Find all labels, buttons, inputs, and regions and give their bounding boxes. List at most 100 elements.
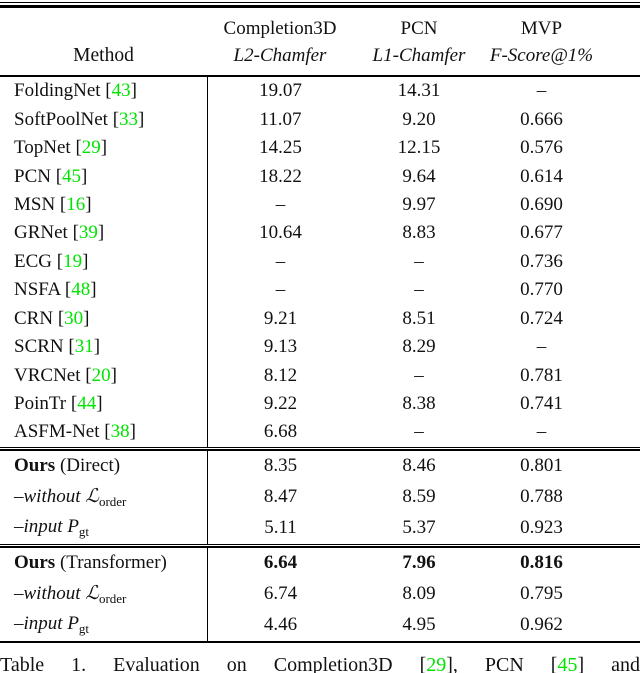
text-run: MSN [	[14, 193, 67, 215]
table-row: –input Pgt 4.46 4.95 0.962	[0, 609, 640, 641]
table-row: CRN [30] 9.21 8.51 0.724	[0, 304, 640, 333]
table-section-baselines: FoldingNet [43] 19.07 14.31– SoftPoolNet [3…	[0, 77, 640, 447]
table-row: ECG [19] – –0.736	[0, 247, 640, 277]
citation-link[interactable]: 31	[74, 336, 94, 358]
citation-link[interactable]: 39	[78, 222, 98, 244]
value-cell: 8.46	[402, 455, 436, 477]
method-cell: PoinTr [44]	[0, 393, 207, 415]
value-cell: 0.677	[520, 222, 563, 244]
value-cell: 5.11	[207, 512, 353, 544]
table-section-ours-transformer: Ours (Transformer) 6.64 7.96 0.816 –without …	[0, 547, 640, 641]
text-run: PoinTr [	[14, 393, 78, 415]
citation-link[interactable]: 30	[64, 307, 84, 329]
table-row: SCRN [31] 9.13 8.29–	[0, 332, 640, 362]
text-run: ]	[97, 222, 105, 244]
text-run: without	[23, 485, 86, 507]
method-cell: –without ℒorder	[0, 582, 207, 607]
text-run: ]	[85, 193, 92, 215]
value-cell: 0.666	[520, 108, 563, 130]
citation-link[interactable]: 20	[91, 364, 111, 386]
header-dataset-completion3d: Completion3D	[223, 17, 337, 39]
text-run: P	[67, 516, 79, 538]
table-row: –without ℒorder 6.74 8.09 0.795	[0, 578, 640, 610]
citation-link[interactable]: 48	[71, 279, 91, 301]
value-cell: 6.68	[207, 418, 353, 447]
value-cell: 5.37	[402, 517, 436, 539]
text-run: ] and	[577, 653, 640, 673]
value-cell: 9.97	[402, 193, 436, 215]
text-run: ECG [	[14, 250, 64, 272]
header-metric-fscore: F-Score@1%	[489, 44, 594, 66]
text-run: GRNet [	[14, 222, 79, 244]
citation-link[interactable]: 16	[66, 193, 86, 215]
text-run: TopNet [	[14, 137, 82, 159]
citation-link[interactable]: 19	[63, 250, 83, 272]
method-cell: NSFA [48]	[0, 279, 207, 301]
text-run: ASFM-Net [	[14, 421, 111, 443]
text-run: (Direct)	[55, 455, 121, 477]
header-dataset-pcn: PCN	[400, 17, 438, 39]
value-cell: 0.788	[520, 486, 563, 508]
table-row: –without ℒorder 8.47 8.59 0.788	[0, 481, 640, 513]
value-cell: –	[536, 80, 547, 102]
citation-link[interactable]: 44	[77, 393, 97, 415]
citation-link[interactable]: 29	[426, 653, 447, 673]
value-cell: 0.795	[520, 583, 563, 605]
value-cell: –	[414, 250, 424, 272]
text-run: input	[23, 516, 68, 538]
header-dataset-row: Completion3D PCN MVP	[0, 15, 640, 42]
table-row: PoinTr [44] 9.22 8.38 0.741	[0, 389, 640, 419]
value-cell: 0.741	[520, 393, 563, 415]
value-cell: 12.15	[397, 137, 441, 159]
text-run: ]	[100, 137, 108, 159]
table-row: Ours (Transformer) 6.64 7.96 0.816	[0, 547, 640, 579]
value-cell: –	[207, 190, 353, 220]
citation-link[interactable]: 43	[111, 80, 131, 102]
text-run: Table 1.	[0, 653, 114, 673]
text-run: PCN [	[14, 165, 63, 187]
table-row: VRCNet [20] 8.12–0.781	[0, 361, 640, 390]
citation-link[interactable]: 38	[110, 421, 130, 443]
text-run: input	[23, 613, 68, 635]
text-run: ]	[129, 421, 136, 443]
citation-link[interactable]: 45	[557, 653, 578, 673]
citation-link[interactable]: 45	[62, 165, 82, 187]
text-run: SCRN [	[14, 336, 75, 358]
value-cell: 6.74	[207, 578, 353, 610]
text-run: order	[98, 493, 127, 509]
citation-link[interactable]: 29	[81, 137, 101, 159]
text-run: –	[14, 582, 24, 604]
method-cell: TopNet [29]	[0, 137, 207, 159]
value-cell: 4.46	[207, 609, 353, 641]
method-cell: –without ℒorder	[0, 485, 207, 510]
table-row: Ours (Direct) 8.35 8.46 0.801	[0, 450, 640, 482]
method-cell: Ours (Direct)	[0, 455, 207, 477]
text-run: without	[23, 582, 86, 604]
header-method-label: Method	[73, 44, 134, 66]
value-cell: 9.64	[402, 165, 436, 187]
header-metric-row: Method L2-Chamfer L1-Chamfer F-Score@1%	[0, 42, 640, 69]
text-run: order	[98, 590, 127, 606]
value-cell: 9.20	[402, 108, 436, 130]
method-cell: –input Pgt	[0, 613, 207, 637]
table-mid-rule	[0, 543, 640, 548]
value-cell: 8.29	[402, 336, 436, 358]
value-cell: 0.724	[520, 307, 563, 329]
table-mid-rule	[0, 446, 640, 451]
value-cell: 0.576	[520, 137, 563, 159]
text-run: ], PCN [	[446, 653, 558, 673]
method-cell: PCN [45]	[0, 166, 207, 188]
text-run: Evaluation on Completion3D [	[113, 653, 427, 673]
value-cell: 8.51	[402, 307, 436, 329]
citation-link[interactable]: 33	[119, 108, 139, 130]
method-cell: CRN [30]	[0, 308, 207, 330]
value-cell: 8.83	[402, 222, 436, 244]
text-run: –	[14, 485, 24, 507]
value-cell: 0.736	[520, 250, 563, 272]
value-cell: 8.47	[207, 481, 353, 513]
value-cell: 8.12	[207, 361, 353, 390]
text-run: ]	[110, 364, 117, 386]
text-run: NSFA [	[14, 279, 72, 301]
method-cell: MSN [16]	[0, 194, 207, 216]
